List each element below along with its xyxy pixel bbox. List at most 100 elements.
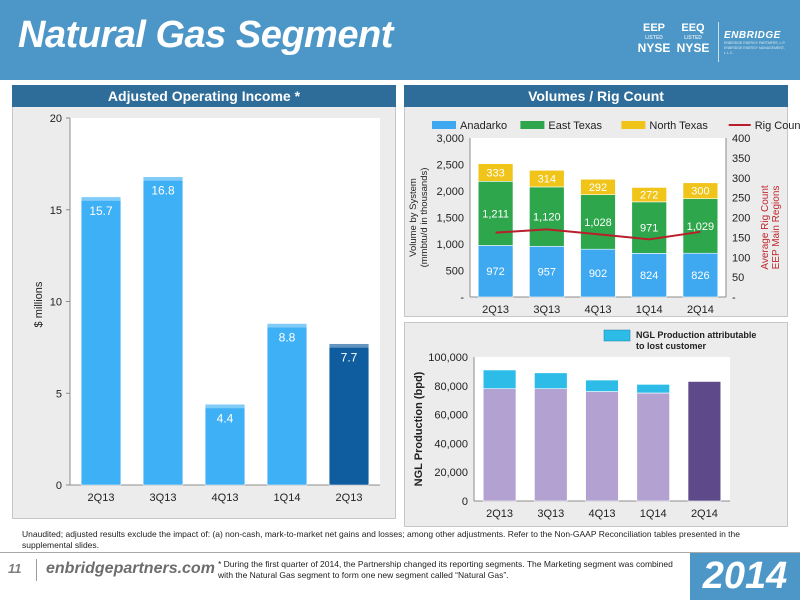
data-label: 902: [589, 268, 607, 280]
y-tick-label: 0: [56, 480, 62, 492]
bar-highlight: [329, 343, 369, 348]
y2-tick-label: 100: [732, 252, 750, 264]
data-label: 272: [640, 190, 658, 202]
stacked-bar-segment: [529, 169, 565, 188]
stacked-bar-segment: [631, 253, 667, 298]
data-label: 971: [640, 223, 658, 235]
stacked-bar-segment: [580, 178, 616, 196]
logo-divider: [718, 22, 719, 62]
header-banner: Natural Gas Segment EEP LISTED NYSE EEQ …: [0, 0, 800, 80]
year-badge: 2014: [690, 553, 800, 600]
website-url: enbridgepartners.com: [46, 560, 215, 577]
footer-divider: [36, 559, 37, 581]
bar-highlight: [267, 323, 307, 328]
x-tick-label: 2Q13: [336, 492, 363, 504]
stacked-bar-segment: [636, 392, 670, 502]
y-tick-label: 3,000: [436, 133, 464, 145]
y-tick-label: 1,500: [436, 213, 464, 225]
stacked-bar-segment: [477, 163, 514, 182]
legend-label: to lost customer: [636, 341, 707, 351]
y2-tick-label: 250: [732, 193, 750, 205]
unaudited-footnote: Unaudited; adjusted results exclude the …: [22, 529, 741, 550]
legend-swatch: [432, 121, 456, 129]
data-label: 15.7: [89, 204, 113, 218]
x-tick-label: 1Q14: [636, 304, 663, 316]
stacked-bar-segment: [631, 187, 667, 203]
y-axis-label: Volume by System: [408, 178, 419, 257]
x-tick-label: 1Q14: [274, 492, 301, 504]
stacked-bar-segment: [580, 248, 616, 298]
x-tick-label: 2Q14: [687, 304, 714, 316]
y-tick-label: 20,000: [434, 467, 468, 479]
y-tick-label: 2,500: [436, 160, 464, 172]
data-label: 16.8: [151, 184, 175, 198]
data-label: 824: [640, 270, 658, 282]
legend-swatch: [603, 329, 631, 342]
y-tick-label: 15: [50, 205, 62, 217]
x-tick-label: 3Q13: [537, 508, 564, 520]
x-tick-label: 1Q14: [640, 508, 667, 520]
x-tick-label: 3Q13: [533, 304, 560, 316]
legend-label: NGL Production attributable: [636, 330, 756, 340]
stacked-bar-segment: [529, 245, 565, 298]
y-axis-label: (mmbtu/d in thousands): [419, 168, 430, 268]
y2-tick-label: -: [732, 292, 736, 304]
y-tick-label: 100,000: [428, 352, 468, 364]
y-tick-label: 1,000: [436, 239, 464, 251]
stacked-bar-segment: [631, 201, 667, 254]
y-tick-label: -: [460, 292, 464, 304]
stacked-bar-segment: [682, 252, 719, 298]
stacked-bar-segment: [534, 372, 568, 389]
y2-tick-label: 50: [732, 272, 744, 284]
y2-tick-label: 200: [732, 213, 750, 225]
legend-swatch: [621, 121, 646, 129]
stacked-bar-segment: [477, 245, 514, 298]
x-tick-label: 4Q13: [589, 508, 616, 520]
stacked-bar-segment: [477, 181, 514, 246]
volumes-title: Volumes / Rig Count: [404, 85, 788, 107]
operating-income-title: Adjusted Operating Income *: [12, 85, 396, 107]
legend-swatch: [520, 121, 545, 129]
y-axis-label: NGL Production (bpd): [413, 371, 425, 486]
stacked-bar-segment: [580, 194, 616, 250]
segment-footnote: * During the first quarter of 2014, the …: [218, 559, 673, 580]
bar-highlight: [205, 404, 245, 409]
eep-logo: EEP LISTED NYSE: [637, 22, 671, 55]
y-tick-label: 20: [50, 113, 62, 125]
stacked-bar-segment: [636, 384, 670, 394]
x-tick-label: 3Q13: [150, 492, 177, 504]
legend-label: Anadarko: [460, 120, 507, 132]
data-label: 1,211: [482, 208, 509, 220]
data-label: 826: [691, 270, 709, 282]
legend-label: Rig Count: [755, 120, 800, 132]
x-tick-label: 4Q13: [212, 492, 239, 504]
y-tick-label: 60,000: [434, 410, 468, 422]
y2-tick-label: 150: [732, 232, 750, 244]
y-tick-label: 10: [50, 297, 62, 309]
y-tick-label: 80,000: [434, 381, 468, 393]
enbridge-logo: ENBRIDGE ENBRIDGE ENERGY PARTNERS, L.P. …: [724, 30, 786, 55]
page-number: 11: [8, 561, 22, 576]
bar: [142, 176, 184, 486]
data-label: 292: [589, 182, 607, 194]
legend-label: East Texas: [548, 120, 602, 132]
data-label: 4.4: [217, 411, 234, 425]
x-tick-label: 2Q13: [486, 508, 513, 520]
y-tick-label: 500: [446, 266, 464, 278]
y-axis-label: $ millions: [33, 281, 45, 327]
y2-tick-label: 300: [732, 173, 750, 185]
rig-count-line: [495, 228, 701, 241]
bar-highlight: [81, 196, 121, 201]
stacked-bar-segment: [682, 182, 719, 199]
data-label: 1,028: [584, 217, 612, 229]
data-label: 300: [691, 186, 709, 198]
data-label: 314: [538, 174, 556, 186]
stacked-bar-segment: [585, 391, 619, 502]
bar: [204, 404, 246, 486]
stacked-bar-segment: [529, 186, 565, 247]
y-tick-label: 2,000: [436, 186, 464, 198]
data-label: 972: [486, 266, 504, 278]
data-label: 333: [486, 167, 504, 179]
x-tick-label: 2Q13: [482, 304, 509, 316]
